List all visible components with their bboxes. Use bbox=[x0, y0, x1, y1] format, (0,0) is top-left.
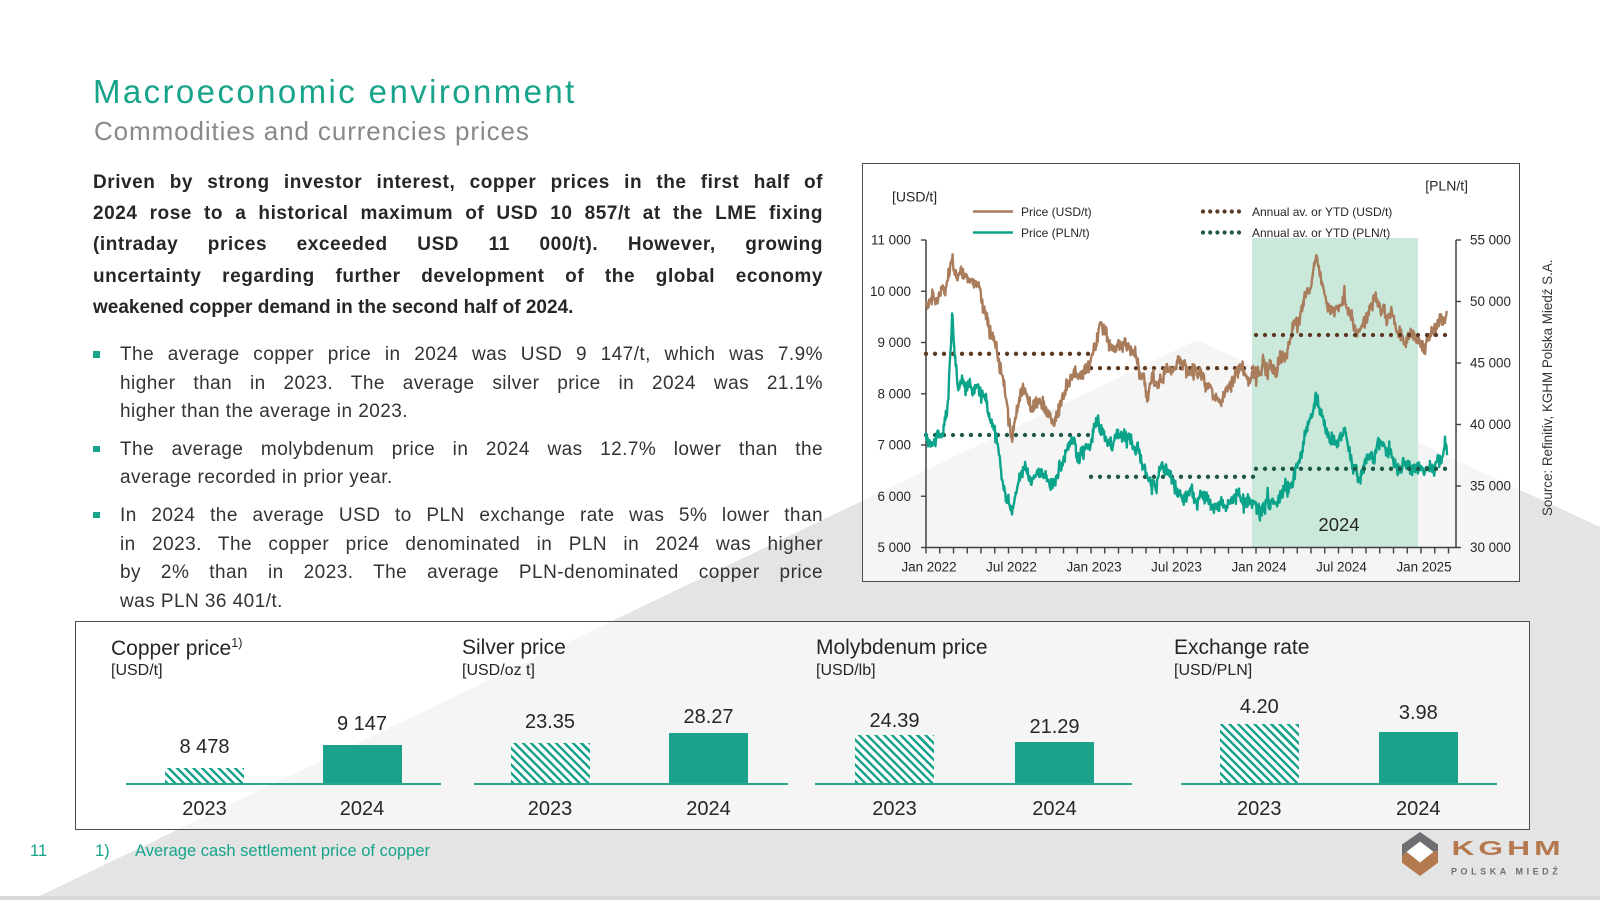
svg-text:Price (PLN/t): Price (PLN/t) bbox=[1021, 226, 1090, 240]
svg-text:45 000: 45 000 bbox=[1470, 356, 1511, 371]
svg-text:Jul 2024: Jul 2024 bbox=[1316, 560, 1367, 575]
svg-text:[USD/t]: [USD/t] bbox=[892, 189, 937, 205]
svg-text:7 000: 7 000 bbox=[877, 438, 911, 453]
svg-text:5 000: 5 000 bbox=[877, 540, 911, 555]
svg-text:11 000: 11 000 bbox=[871, 233, 911, 248]
svg-text:Jan 2022: Jan 2022 bbox=[901, 560, 956, 575]
svg-text:10 000: 10 000 bbox=[870, 284, 911, 299]
svg-text:9 000: 9 000 bbox=[877, 335, 911, 350]
svg-text:Annual av. or YTD (PLN/t): Annual av. or YTD (PLN/t) bbox=[1252, 226, 1390, 240]
svg-text:2024: 2024 bbox=[1318, 514, 1359, 535]
svg-text:8 000: 8 000 bbox=[877, 386, 911, 401]
svg-text:Jan 2024: Jan 2024 bbox=[1231, 560, 1287, 575]
svg-text:Jan 2023: Jan 2023 bbox=[1066, 560, 1121, 575]
svg-text:30 000: 30 000 bbox=[1470, 540, 1511, 555]
svg-text:55 000: 55 000 bbox=[1470, 233, 1511, 248]
svg-text:KGHM: KGHM bbox=[1451, 837, 1564, 860]
svg-text:[PLN/t]: [PLN/t] bbox=[1425, 178, 1468, 194]
svg-text:6 000: 6 000 bbox=[877, 489, 911, 504]
svg-text:POLSKA MIEDŹ: POLSKA MIEDŹ bbox=[1451, 867, 1561, 877]
svg-text:35 000: 35 000 bbox=[1470, 479, 1511, 494]
svg-text:Jan 2025: Jan 2025 bbox=[1396, 560, 1451, 575]
svg-text:Jul 2022: Jul 2022 bbox=[986, 560, 1037, 575]
svg-text:Jul 2023: Jul 2023 bbox=[1151, 560, 1202, 575]
svg-text:Annual av. or YTD (USD/t): Annual av. or YTD (USD/t) bbox=[1252, 205, 1392, 219]
svg-text:Price (USD/t): Price (USD/t) bbox=[1021, 205, 1092, 219]
svg-text:50 000: 50 000 bbox=[1470, 294, 1511, 309]
svg-text:40 000: 40 000 bbox=[1470, 417, 1511, 432]
